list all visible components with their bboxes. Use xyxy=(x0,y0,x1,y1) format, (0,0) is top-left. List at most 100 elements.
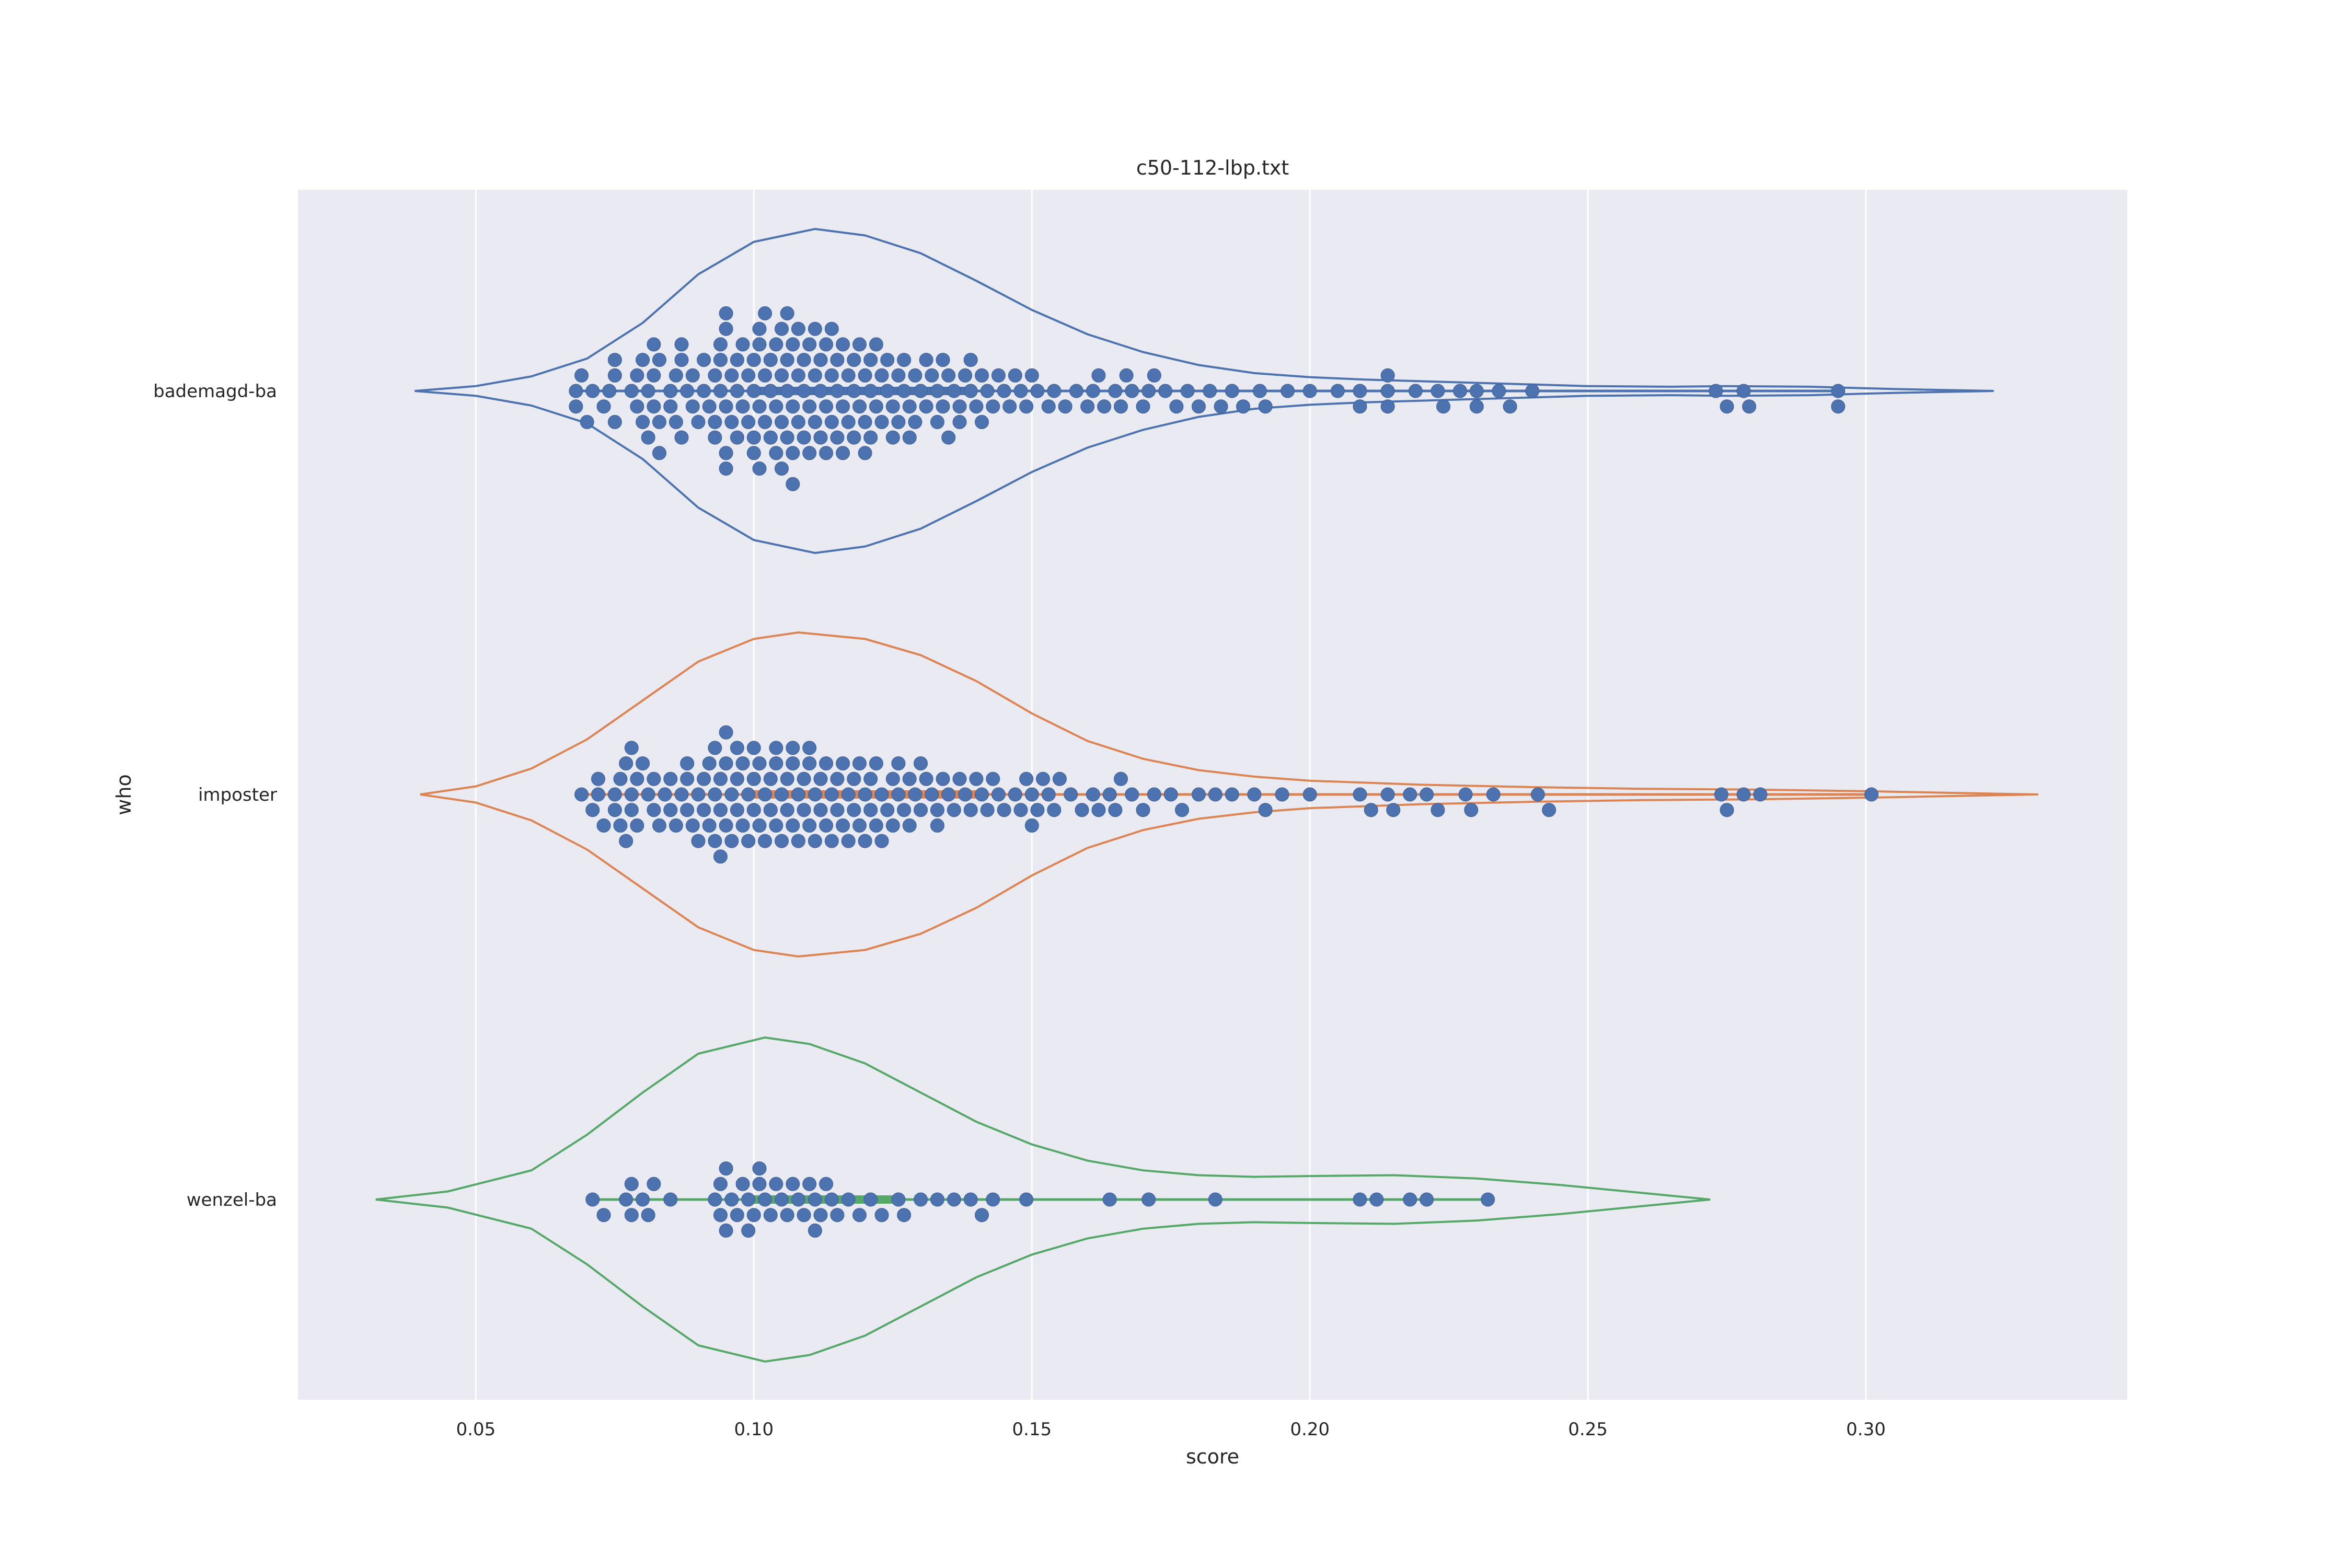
data-point xyxy=(585,384,600,398)
data-point xyxy=(819,337,834,352)
data-point xyxy=(869,756,883,771)
data-point xyxy=(708,741,722,755)
data-point xyxy=(958,368,973,383)
data-point xyxy=(885,399,900,414)
y-tick-label: bademagd-ba xyxy=(153,381,277,402)
data-point xyxy=(841,1192,856,1207)
data-point xyxy=(1452,384,1467,398)
data-point xyxy=(936,771,950,786)
data-point xyxy=(752,756,767,771)
data-point xyxy=(735,337,750,352)
data-point xyxy=(580,414,594,429)
data-point xyxy=(1831,399,1846,414)
data-point xyxy=(1247,787,1262,802)
data-point xyxy=(746,446,761,460)
data-point xyxy=(1864,787,1879,802)
data-point xyxy=(1102,1192,1117,1207)
data-point xyxy=(1736,787,1751,802)
data-point xyxy=(624,787,639,802)
data-point xyxy=(624,384,639,398)
y-tick-label: imposter xyxy=(198,785,277,805)
data-point xyxy=(1720,803,1734,817)
data-point xyxy=(652,818,666,833)
data-point xyxy=(802,446,817,460)
x-tick-label: 0.10 xyxy=(734,1419,774,1440)
data-point xyxy=(1258,399,1273,414)
data-point xyxy=(758,787,773,802)
data-point xyxy=(697,384,711,398)
data-point xyxy=(925,787,939,802)
data-point xyxy=(797,771,811,786)
data-point xyxy=(724,834,739,848)
data-point xyxy=(885,430,900,445)
data-point xyxy=(1464,803,1479,817)
data-point xyxy=(824,834,839,848)
data-point xyxy=(852,756,867,771)
data-point xyxy=(1436,399,1450,414)
data-point xyxy=(963,803,978,817)
data-point xyxy=(724,368,739,383)
data-point xyxy=(574,368,589,383)
data-point xyxy=(986,1192,1000,1207)
data-point xyxy=(674,353,689,367)
data-point xyxy=(786,399,800,414)
data-point xyxy=(1125,384,1139,398)
data-point xyxy=(824,787,839,802)
data-point xyxy=(902,771,917,786)
data-point xyxy=(841,834,856,848)
data-point xyxy=(613,771,628,786)
data-point xyxy=(624,741,639,755)
data-point xyxy=(830,384,845,398)
data-point xyxy=(1302,384,1317,398)
data-point xyxy=(1142,384,1156,398)
data-point xyxy=(624,1208,639,1223)
data-point xyxy=(830,771,845,786)
data-point xyxy=(1742,399,1757,414)
data-point xyxy=(808,1223,822,1238)
data-point xyxy=(1364,803,1378,817)
data-point xyxy=(874,368,889,383)
data-point xyxy=(619,834,633,848)
data-point xyxy=(808,1192,822,1207)
data-point xyxy=(663,384,678,398)
data-point xyxy=(941,368,956,383)
data-point xyxy=(691,414,706,429)
data-point xyxy=(1097,399,1112,414)
data-point xyxy=(919,353,933,367)
data-point xyxy=(752,818,767,833)
data-point xyxy=(663,771,678,786)
data-point xyxy=(880,384,895,398)
data-point xyxy=(569,384,583,398)
data-point xyxy=(1258,803,1273,817)
data-point xyxy=(908,414,923,429)
data-point xyxy=(697,353,711,367)
data-point xyxy=(763,384,778,398)
data-point xyxy=(647,399,661,414)
data-point xyxy=(719,306,733,320)
data-point xyxy=(1008,368,1022,383)
data-point xyxy=(1458,787,1473,802)
data-point xyxy=(852,818,867,833)
data-point xyxy=(847,803,861,817)
data-point xyxy=(858,834,872,848)
data-point xyxy=(1052,771,1067,786)
data-point xyxy=(630,368,644,383)
data-point xyxy=(585,803,600,817)
data-point xyxy=(786,818,800,833)
data-point xyxy=(902,399,917,414)
data-point xyxy=(786,1177,800,1191)
data-point xyxy=(1030,803,1045,817)
data-point xyxy=(647,368,661,383)
data-point xyxy=(813,430,828,445)
data-point xyxy=(713,1208,728,1223)
data-point xyxy=(758,834,773,848)
data-point xyxy=(775,787,789,802)
data-point xyxy=(763,353,778,367)
data-point xyxy=(680,803,695,817)
data-point xyxy=(685,818,700,833)
data-point xyxy=(685,368,700,383)
data-point xyxy=(808,787,822,802)
data-point xyxy=(802,741,817,755)
data-point xyxy=(647,771,661,786)
